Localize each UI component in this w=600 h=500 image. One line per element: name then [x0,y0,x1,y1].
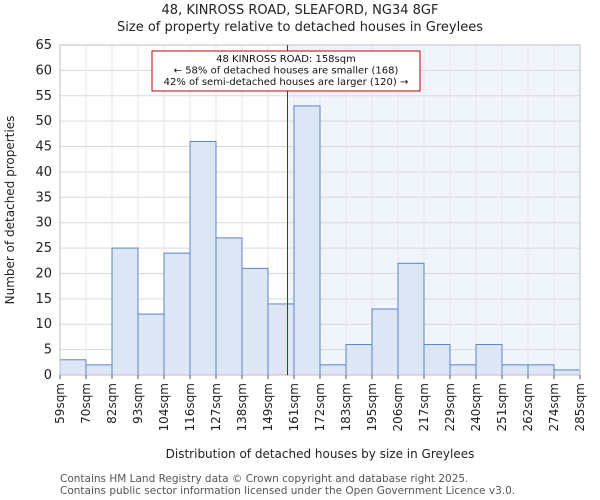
y-tick-label: 10 [35,317,52,332]
x-tick-label: 183sqm [339,383,353,431]
histogram-bar [85,364,113,376]
x-tick-label: 285sqm [573,383,587,431]
annotation-line-2: ← 58% of detached houses are smaller (16… [174,66,399,77]
x-tick-label: 251sqm [495,383,509,431]
y-tick-label: 25 [35,241,52,256]
histogram-bar [163,252,191,376]
x-tick-label: 82sqm [105,383,119,424]
x-tick-label: 93sqm [131,383,145,424]
histogram-bar [371,308,399,376]
histogram-bar [397,262,425,376]
chart-title: 48, KINROSS ROAD, SLEAFORD, NG34 8GF [161,3,439,18]
histogram-bar [423,344,451,376]
y-tick-label: 55 [35,89,52,104]
histogram-bar [293,105,321,376]
x-tick-label: 59sqm [53,383,67,424]
histogram-bar [267,303,295,376]
histogram-bar [189,140,217,376]
histogram-bar [345,344,373,376]
x-tick-label: 240sqm [469,383,483,431]
histogram-bar [137,313,165,376]
x-tick-label: 217sqm [417,383,431,431]
histogram-bar [449,364,477,376]
histogram-bar [59,359,87,376]
x-tick-label: 172sqm [313,383,327,431]
x-tick-label: 138sqm [235,383,249,431]
histogram-bar [215,237,243,376]
x-tick-label: 149sqm [261,383,275,431]
y-tick-label: 15 [35,292,52,307]
y-tick-label: 5 [44,343,52,358]
y-tick-label: 50 [35,114,52,129]
y-tick-label: 60 [35,63,52,78]
plot-background-right [287,45,580,375]
chart-subtitle: Size of property relative to detached ho… [117,20,483,35]
x-tick-label: 70sqm [79,383,93,424]
footer-copyright: Contains HM Land Registry data © Crown c… [60,473,469,485]
x-tick-label: 116sqm [183,383,197,431]
x-tick-label: 206sqm [391,383,405,431]
histogram-bar [111,247,139,376]
histogram-bar [241,267,269,376]
histogram-bar [501,364,529,376]
x-tick-label: 274sqm [547,383,561,431]
x-tick-label: 195sqm [365,383,379,431]
x-tick-label: 104sqm [157,383,171,431]
y-axis-label: Number of detached properties [3,116,17,305]
y-tick-label: 65 [35,38,52,53]
x-axis-label: Distribution of detached houses by size … [166,447,475,461]
annotation-line-3: 42% of semi-detached houses are larger (… [164,77,409,88]
histogram-bar [475,344,503,376]
x-tick-label: 127sqm [209,383,223,431]
x-tick-label: 161sqm [287,383,301,431]
histogram-chart: 0 5 10 15 20 25 30 35 40 45 50 55 60 65 59sqm 70sqm 82sq… [3,38,587,461]
histogram-bar [527,364,555,376]
x-tick-label: 229sqm [443,383,457,431]
y-tick-label: 45 [35,140,52,155]
histogram-bar [553,369,581,376]
y-tick-label: 40 [35,165,52,180]
histogram-bar [319,364,347,376]
y-tick-label: 30 [35,216,52,231]
x-tick-label: 262sqm [521,383,535,431]
footer-licence: Contains public sector information licen… [60,485,516,497]
y-tick-label: 35 [35,190,52,205]
annotation-box [151,50,421,92]
y-tick-label: 0 [44,368,52,383]
y-tick-label: 20 [35,266,52,281]
annotation-line-1: 48 KINROSS ROAD: 158sqm [216,54,356,65]
